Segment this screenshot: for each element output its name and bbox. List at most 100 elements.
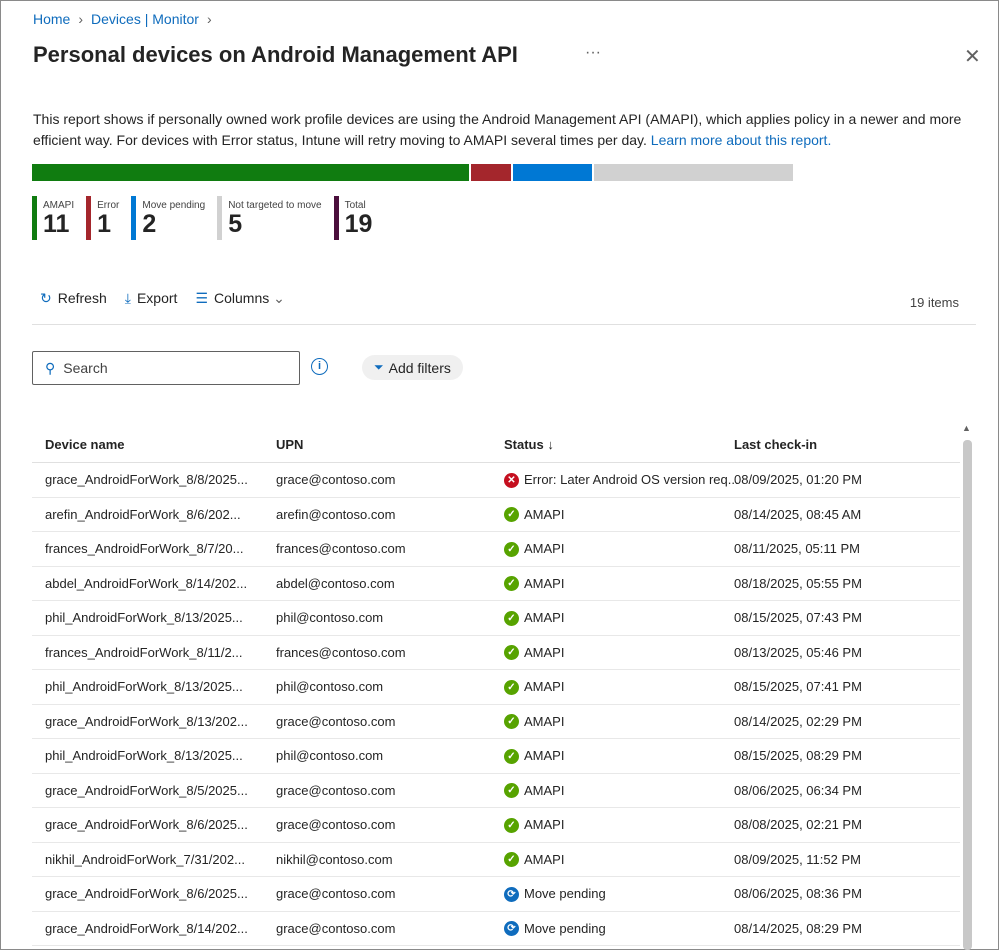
device-name[interactable]: frances_AndroidForWork_8/11/2...	[45, 644, 243, 660]
upn: grace@contoso.com	[276, 782, 396, 798]
status-text: AMAPI	[524, 851, 565, 867]
check-icon: ✓	[504, 645, 519, 660]
device-name[interactable]: frances_AndroidForWork_8/7/20...	[45, 541, 244, 556]
device-name[interactable]: grace_AndroidForWork_8/13/202...	[45, 713, 248, 729]
status: ✓ AMAPI	[504, 705, 564, 739]
status-text: AMAPI	[524, 541, 565, 556]
check-icon: ✓	[504, 817, 519, 833]
columns-label: Columns	[214, 290, 270, 306]
scroll-up-icon[interactable]: ▲	[962, 423, 971, 433]
upn: phil@contoso.com	[276, 748, 384, 763]
close-icon[interactable]: ✕	[964, 46, 981, 68]
table-row[interactable]: grace_AndroidForWork_8/8/2025... grace@co…	[32, 463, 960, 498]
device-name[interactable]: phil_AndroidForWork_8/13/2025...	[45, 679, 243, 694]
last-checkin: 08/14/2025, 02:29 PM	[734, 713, 862, 729]
info-icon[interactable]: i	[311, 358, 328, 375]
breadcrumb-home[interactable]: Home	[33, 11, 71, 27]
table-row[interactable]: phil_AndroidForWork_8/13/2025... phil@con…	[32, 601, 960, 636]
status-summary: AMAPI 11 Error 1 Move pending 2 Not targeted t…	[32, 196, 372, 240]
device-name[interactable]: grace_AndroidForWork_8/6/2025...	[45, 886, 248, 901]
search-icon: ⚲	[45, 359, 56, 376]
column-last-checkin[interactable]: Last check-in	[734, 437, 818, 452]
table-row[interactable]: nikhil_AndroidForWork_7/31/202... nikhil@…	[32, 843, 960, 877]
learn-more-link[interactable]: Learn more about this report.	[650, 132, 832, 148]
status: ✓ AMAPI	[504, 670, 564, 704]
table-row[interactable]: grace_AndroidForWork_8/14/202... grace@co…	[32, 912, 960, 946]
scrollbar[interactable]	[963, 440, 972, 950]
check-icon: ✓	[504, 507, 519, 522]
status: ✓ AMAPI	[504, 739, 564, 773]
status-text: AMAPI	[524, 748, 565, 763]
table-row[interactable]: phil_AndroidForWork_8/13/2025... phil@con…	[32, 670, 960, 705]
device-name[interactable]: arefin_AndroidForWork_8/6/202...	[45, 506, 241, 522]
last-checkin: 08/15/2025, 07:43 PM	[734, 610, 862, 625]
stat-label: AMAPI	[43, 200, 75, 211]
refresh-button[interactable]: ↻ Refresh	[40, 290, 107, 307]
last-checkin: 08/14/2025, 08:45 AM	[734, 506, 862, 522]
upn: abdel@contoso.com	[276, 575, 395, 591]
upn: grace@contoso.com	[276, 713, 396, 729]
table-row[interactable]: arefin_AndroidForWork_8/6/202... arefin@c…	[32, 498, 960, 532]
status-text: AMAPI	[524, 679, 565, 694]
toolbar: ↻ Refresh ⤓ Export ☰ Columns ⌄	[40, 290, 285, 307]
status-text: Error: Later Android OS version req...	[524, 472, 739, 487]
error-icon: ✕	[504, 472, 519, 488]
status: ✓ AMAPI	[504, 774, 564, 808]
column-device-name[interactable]: Device name	[45, 437, 125, 452]
chevron-right-icon: ›	[206, 11, 212, 27]
status-text: Move pending	[524, 920, 606, 936]
table-row[interactable]: phil_AndroidForWork_8/13/2025... phil@con…	[32, 739, 960, 774]
bar-segment-not-targeted-to-move	[594, 164, 793, 181]
check-icon: ✓	[504, 679, 519, 695]
item-count: 19 items	[909, 295, 959, 310]
check-icon: ✓	[504, 541, 519, 557]
device-name[interactable]: grace_AndroidForWork_8/5/2025...	[45, 782, 248, 798]
table-row[interactable]: grace_AndroidForWork_8/13/202... grace@co…	[32, 705, 960, 739]
table-header: Device name UPN Status ↓ Last check-in	[32, 428, 960, 463]
upn: phil@contoso.com	[276, 679, 384, 694]
upn: frances@contoso.com	[276, 644, 406, 660]
more-options-button[interactable]: ···	[585, 44, 601, 61]
add-filters-button[interactable]: ⏷ Add filters	[362, 355, 463, 380]
last-checkin: 08/15/2025, 07:41 PM	[734, 679, 862, 694]
check-icon: ✓	[504, 852, 519, 867]
upn: phil@contoso.com	[276, 610, 384, 625]
table-row[interactable]: grace_AndroidForWork_8/6/2025... grace@co…	[32, 808, 960, 843]
column-status[interactable]: Status ↓	[504, 437, 554, 452]
columns-button[interactable]: ☰ Columns ⌄	[195, 290, 284, 307]
filter-icon: ⏷	[374, 360, 384, 374]
stat-total: Total 19	[333, 196, 372, 240]
device-name[interactable]: grace_AndroidForWork_8/8/2025...	[45, 472, 248, 487]
sync-icon: ⟳	[504, 921, 519, 936]
table-row[interactable]: frances_AndroidForWork_8/11/2... frances@…	[32, 636, 960, 670]
breadcrumb-devices-monitor[interactable]: Devices | Monitor	[91, 11, 199, 27]
status: ✓ AMAPI	[504, 567, 564, 601]
last-checkin: 08/08/2025, 02:21 PM	[734, 817, 862, 832]
device-name[interactable]: grace_AndroidForWork_8/14/202...	[45, 920, 248, 936]
device-name[interactable]: nikhil_AndroidForWork_7/31/202...	[45, 851, 245, 867]
export-button[interactable]: ⤓ Export	[125, 290, 178, 307]
table-row[interactable]: abdel_AndroidForWork_8/14/202... abdel@co…	[32, 567, 960, 601]
table-row[interactable]: grace_AndroidForWork_8/5/2025... grace@co…	[32, 774, 960, 808]
status: ✓ AMAPI	[504, 808, 564, 842]
bar-segment-error	[471, 164, 511, 181]
device-name[interactable]: phil_AndroidForWork_8/13/2025...	[45, 748, 243, 763]
status-text: Move pending	[524, 886, 606, 901]
device-name[interactable]: abdel_AndroidForWork_8/14/202...	[45, 575, 248, 591]
upn: grace@contoso.com	[276, 886, 396, 901]
column-upn[interactable]: UPN	[276, 437, 304, 452]
table-row[interactable]: grace_AndroidForWork_8/6/2025... grace@co…	[32, 877, 960, 912]
last-checkin: 08/15/2025, 08:29 PM	[734, 748, 862, 763]
check-icon: ✓	[504, 783, 519, 798]
check-icon: ✓	[504, 610, 519, 626]
table-row[interactable]: frances_AndroidForWork_8/7/20... frances@…	[32, 532, 960, 567]
status: ✓ AMAPI	[504, 532, 564, 566]
status: ⟳ Move pending	[504, 912, 606, 946]
last-checkin: 08/18/2025, 05:55 PM	[734, 575, 862, 591]
search-input[interactable]: ⚲ Search	[32, 351, 300, 385]
export-label: Export	[136, 290, 178, 306]
sync-icon: ⟳	[504, 886, 519, 902]
device-name[interactable]: grace_AndroidForWork_8/6/2025...	[45, 817, 248, 832]
upn: nikhil@contoso.com	[276, 851, 393, 867]
device-name[interactable]: phil_AndroidForWork_8/13/2025...	[45, 610, 243, 625]
